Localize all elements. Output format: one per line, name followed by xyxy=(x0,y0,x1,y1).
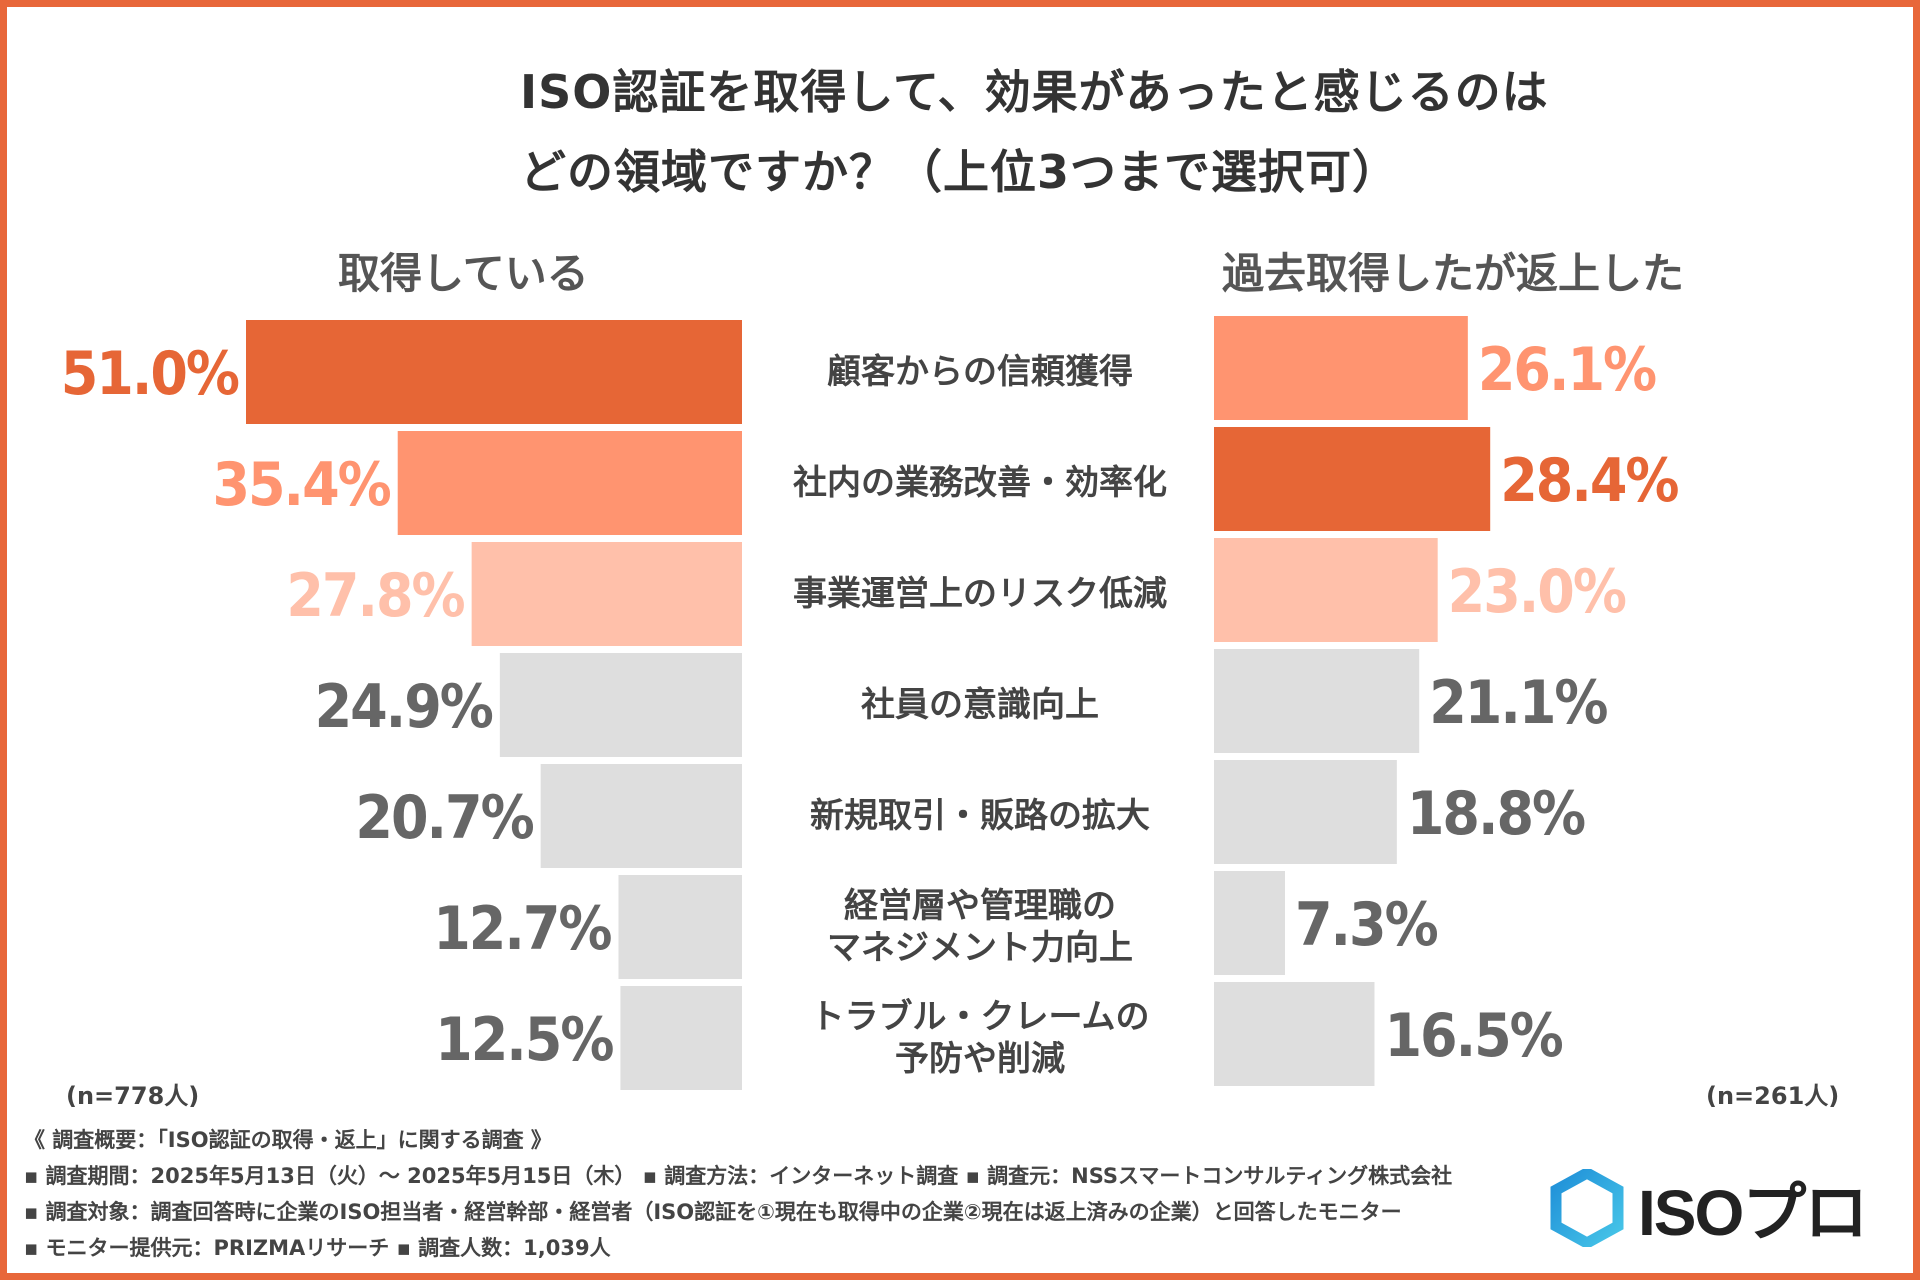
title-line-1: ISO認証を取得して、効果があったと感じるのは xyxy=(520,65,1549,119)
category-label-3-line-1: 事業運営上のリスク低減 xyxy=(793,574,1167,614)
category-label-7: トラブル・クレームの 予防や削減 xyxy=(770,986,1190,1090)
right-value-label-2: 28.4% xyxy=(1500,446,1678,516)
left-bar-1 xyxy=(246,320,742,424)
left-value-label-5: 20.7% xyxy=(355,783,533,853)
right-bar-7 xyxy=(1214,982,1375,1086)
footer-line-4: ▪ モニター提供元：PRIZMAリサーチ ▪ 調査人数：1,039人 xyxy=(24,1236,611,1260)
category-label-5-line-1: 新規取引・販路の拡大 xyxy=(810,796,1150,836)
category-label-5: 新規取引・販路の拡大 xyxy=(770,764,1190,868)
right-value-label-1: 26.1% xyxy=(1478,335,1656,405)
right-value-label-4: 21.1% xyxy=(1429,668,1607,738)
left-series-header: 取得している xyxy=(338,249,589,298)
category-label-2-line-1: 社内の業務改善・効率化 xyxy=(793,463,1167,503)
right-bar-3 xyxy=(1214,538,1438,642)
right-value-label-6: 7.3% xyxy=(1295,890,1438,960)
category-label-7-line-2: 予防や削減 xyxy=(895,1039,1065,1079)
left-value-label-7: 12.5% xyxy=(435,1005,613,1075)
category-label-1: 顧客からの信頼獲得 xyxy=(770,320,1190,424)
right-bar-4 xyxy=(1214,649,1420,753)
hexagon-logo-icon xyxy=(1550,1169,1624,1247)
right-bar-2 xyxy=(1214,427,1491,531)
left-bar-5 xyxy=(540,764,742,868)
left-bar-4 xyxy=(499,653,742,757)
category-label-7-line-1: トラブル・クレームの xyxy=(810,997,1150,1037)
footer-line-2: ▪ 調査期間：2025年5月13日（火）～ 2025年5月15日（木） ▪ 調査… xyxy=(24,1164,1453,1188)
right-value-label-5: 18.8% xyxy=(1407,779,1585,849)
survey-footer: 《 調査概要：「ISO認証の取得・返上」に関する調査 》 ▪ 調査期間：2025… xyxy=(24,1122,1452,1266)
left-bar-2 xyxy=(397,431,742,535)
right-sample-size: (n=261人) xyxy=(1706,1082,1840,1110)
category-label-6-line-2: マネジメント力向上 xyxy=(827,928,1133,968)
left-value-label-4: 24.9% xyxy=(315,672,493,742)
right-value-label-7: 16.5% xyxy=(1384,1001,1562,1071)
category-label-6: 経営層や管理職の マネジメント力向上 xyxy=(770,875,1190,979)
logo-text: ISOプロ xyxy=(1638,1177,1868,1249)
left-bar-3 xyxy=(471,542,742,646)
right-series-header: 過去取得したが返上した xyxy=(1222,249,1685,298)
category-label-1-line-1: 顧客からの信頼獲得 xyxy=(827,352,1133,392)
category-label-3: 事業運営上のリスク低減 xyxy=(770,542,1190,646)
footer-line-3: ▪ 調査対象：調査回答時に企業のISO担当者・経営幹部・経営者（ISO認証を①現… xyxy=(24,1200,1402,1224)
category-label-4: 社員の意識向上 xyxy=(770,653,1190,757)
left-bar-6 xyxy=(618,875,742,979)
right-bar-6 xyxy=(1214,871,1285,975)
right-value-label-3: 23.0% xyxy=(1448,557,1626,627)
title-line-2: どの領域ですか？（上位3つまで選択可） xyxy=(520,145,1400,199)
right-bar-1 xyxy=(1214,316,1468,420)
left-sample-size: (n=778人) xyxy=(66,1082,200,1110)
footer-line-1: 《 調査概要：「ISO認証の取得・返上」に関する調査 》 xyxy=(24,1128,552,1152)
chart-title: ISO認証を取得して、効果があったと感じるのは どの領域ですか？（上位3つまで選… xyxy=(520,52,1549,212)
left-value-label-3: 27.8% xyxy=(286,561,464,631)
category-label-4-line-1: 社員の意識向上 xyxy=(861,685,1099,725)
brand-logo: ISOプロ xyxy=(1548,1162,1868,1254)
right-bar-5 xyxy=(1214,760,1397,864)
left-bar-7 xyxy=(620,986,742,1090)
left-value-label-1: 51.0% xyxy=(61,339,239,409)
category-label-2: 社内の業務改善・効率化 xyxy=(770,431,1190,535)
category-label-6-line-1: 経営層や管理職の xyxy=(844,886,1116,926)
left-value-label-2: 35.4% xyxy=(212,450,390,520)
left-value-label-6: 12.7% xyxy=(433,894,611,964)
